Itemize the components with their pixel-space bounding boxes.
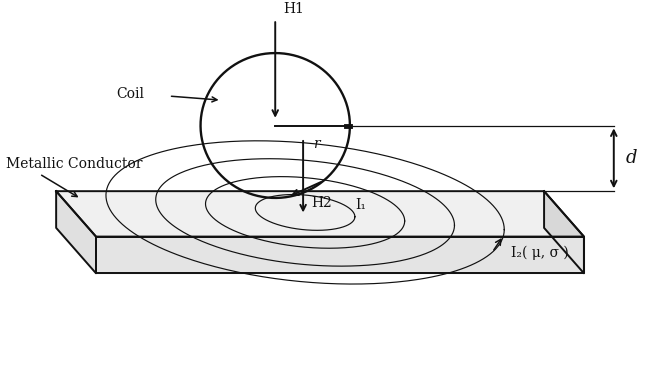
Polygon shape — [56, 191, 96, 273]
Text: Coil: Coil — [116, 87, 144, 101]
Text: r: r — [313, 137, 319, 151]
Polygon shape — [56, 191, 584, 237]
Polygon shape — [96, 237, 584, 273]
Text: I₂( μ, σ ): I₂( μ, σ ) — [511, 245, 569, 260]
Text: H1: H1 — [283, 2, 304, 16]
Text: Metallic Conductor: Metallic Conductor — [7, 157, 143, 171]
Polygon shape — [544, 191, 584, 273]
Text: I₁: I₁ — [355, 198, 366, 212]
Text: d: d — [625, 149, 637, 167]
Text: H2: H2 — [311, 197, 332, 211]
